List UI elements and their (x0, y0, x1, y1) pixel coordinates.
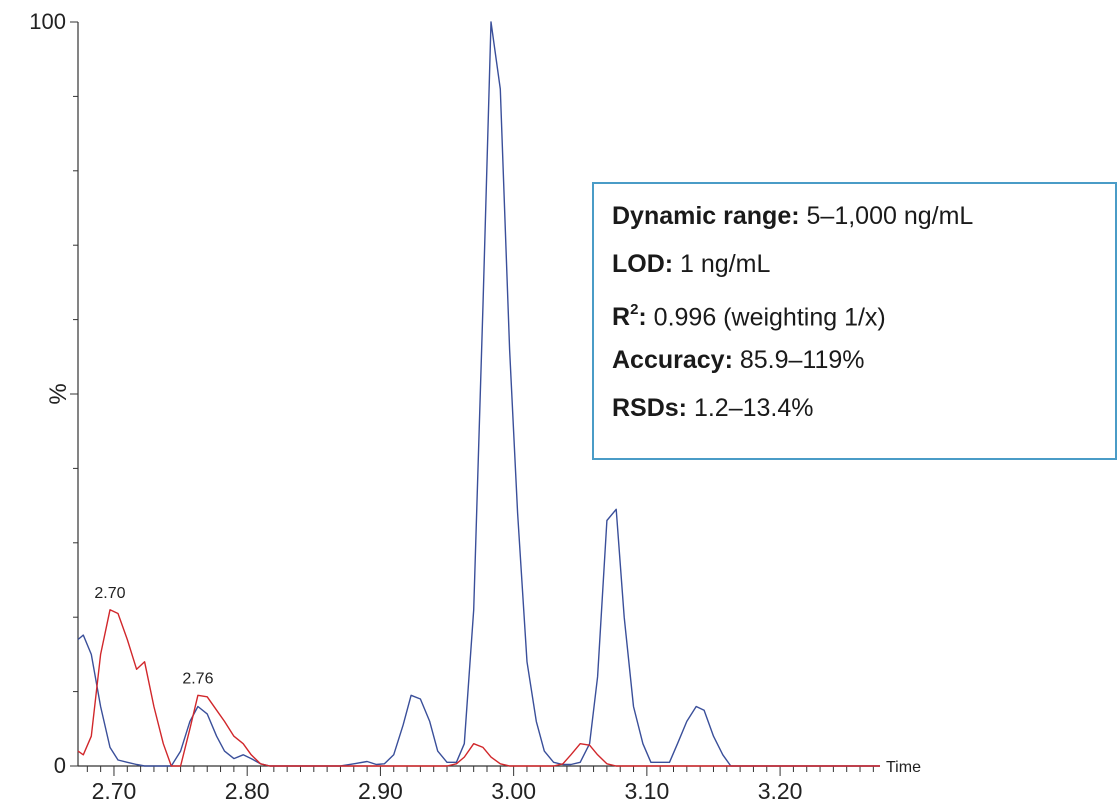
peak-annotation: 2.76 (182, 670, 213, 687)
x-axis-label: Time (886, 759, 921, 776)
series-line-1 (77, 21, 880, 767)
info-line-r2: R2: 0.996 (weighting 1/x) (612, 288, 1115, 336)
x-tick-label: 2.80 (225, 778, 270, 804)
dynamic-range-label: Dynamic range: (612, 202, 800, 230)
x-tick-label: 3.00 (491, 778, 536, 804)
series-layer (77, 21, 880, 767)
info-line-accuracy: Accuracy: 85.9–119% (612, 336, 1115, 384)
info-line-dynamic-range: Dynamic range: 5–1,000 ng/mL (612, 192, 1115, 240)
y-tick-label: 100 (29, 9, 66, 34)
accuracy-label: Accuracy: (612, 346, 733, 374)
rsds-label: RSDs: (612, 394, 688, 422)
labels-layer: 0 100% 2.70 2.80 2.90 3.00 3.10 3.20 Time 2.70 2.7… (29, 9, 921, 804)
peak-annotation: 2.70 (94, 585, 125, 602)
x-tick-label: 3.10 (624, 778, 669, 804)
x-tick-label: 2.70 (92, 778, 137, 804)
info-box: Dynamic range: 5–1,000 ng/mL LOD: 1 ng/m… (592, 182, 1117, 460)
rsds-value: 1.2–13.4% (687, 394, 814, 422)
r2-label-key: R (612, 303, 631, 332)
x-tick-label: 3.20 (758, 778, 803, 804)
r2-value: 0.996 (weighting 1/x) (646, 303, 886, 332)
y-tick-label: 0 (54, 753, 66, 778)
series-line-2 (77, 609, 880, 767)
r2-label: R2: (612, 301, 647, 332)
r2-label-superscript: 2 (630, 301, 639, 318)
info-line-rsds: RSDs: 1.2–13.4% (612, 384, 1115, 432)
lod-value: 1 ng/mL (673, 250, 771, 278)
dynamic-range-value: 5–1,000 ng/mL (799, 202, 974, 230)
accuracy-value: 85.9–119% (732, 346, 865, 374)
x-tick-label: 2.90 (358, 778, 403, 804)
r2-label-colon: : (638, 303, 647, 332)
info-line-lod: LOD: 1 ng/mL (612, 240, 1115, 288)
lod-label: LOD: (612, 250, 674, 278)
y-axis-label: % (45, 383, 72, 404)
